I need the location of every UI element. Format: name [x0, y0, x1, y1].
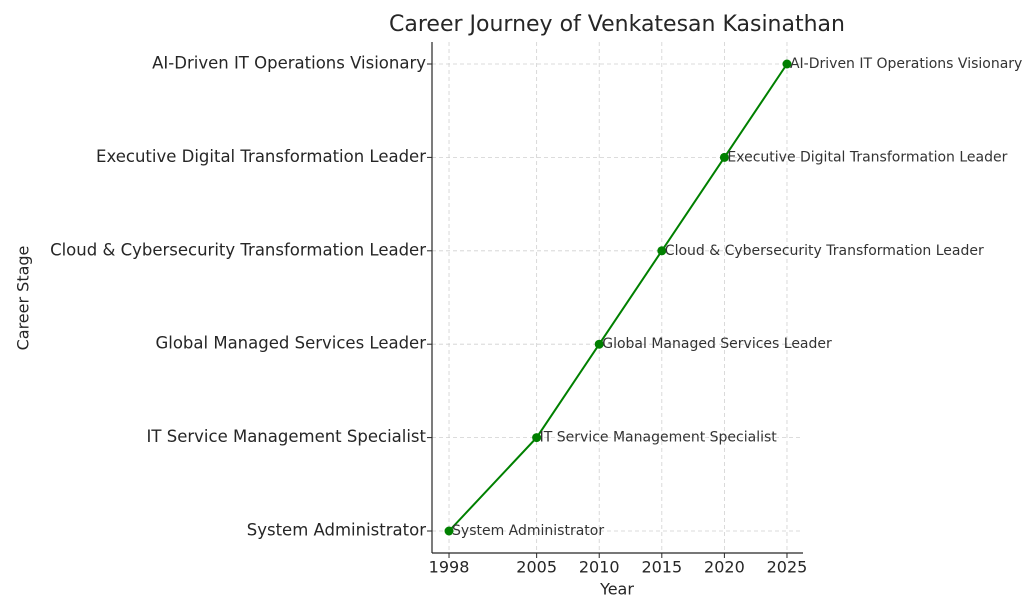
y-axis-label: Career Stage [14, 246, 33, 351]
y-tick-label: Global Managed Services Leader [155, 334, 426, 353]
y-tick-label: System Administrator [247, 521, 426, 540]
point [782, 59, 792, 69]
point [657, 246, 667, 256]
point-annotation: IT Service Management Specialist [540, 430, 778, 446]
line [448, 63, 788, 532]
point-annotation: AI-Driven IT Operations Visionary [790, 56, 1022, 72]
point-annotation: Global Managed Services Leader [602, 336, 832, 352]
x-tick-label: 1998 [429, 558, 470, 577]
point-annotation: Executive Digital Transformation Leader [727, 149, 1007, 165]
x-tick-label: 2005 [516, 558, 557, 577]
y-tick-label: IT Service Management Specialist [147, 427, 427, 446]
point [532, 433, 542, 443]
point [444, 526, 454, 536]
x-tick-label: 2010 [579, 558, 620, 577]
y-tick-label: Executive Digital Transformation Leader [96, 147, 426, 166]
y-tick-label: AI-Driven IT Operations Visionary [152, 54, 426, 73]
x-tick-label: 2025 [767, 558, 808, 577]
x-axis-label: Year [599, 580, 634, 599]
chart-title: Career Journey of Venkatesan Kasinathan [389, 12, 845, 37]
point-annotation: System Administrator [452, 523, 604, 539]
x-tick-label: 2020 [704, 558, 745, 577]
x-tick-label: 2015 [641, 558, 682, 577]
point [594, 339, 604, 349]
point [719, 152, 729, 162]
point-annotation: Cloud & Cybersecurity Transformation Lea… [665, 243, 984, 259]
y-tick-label: Cloud & Cybersecurity Transformation Lea… [50, 240, 426, 259]
